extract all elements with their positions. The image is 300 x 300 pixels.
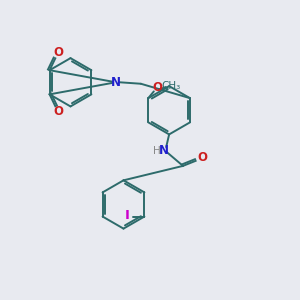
Text: O: O — [198, 151, 208, 164]
Text: CH₃: CH₃ — [162, 81, 181, 91]
Text: N: N — [111, 76, 121, 89]
Text: N: N — [159, 144, 169, 157]
Text: I: I — [125, 209, 130, 223]
Text: O: O — [53, 46, 63, 59]
Text: O: O — [53, 105, 63, 118]
Text: H: H — [153, 146, 160, 156]
Text: O: O — [152, 81, 162, 94]
